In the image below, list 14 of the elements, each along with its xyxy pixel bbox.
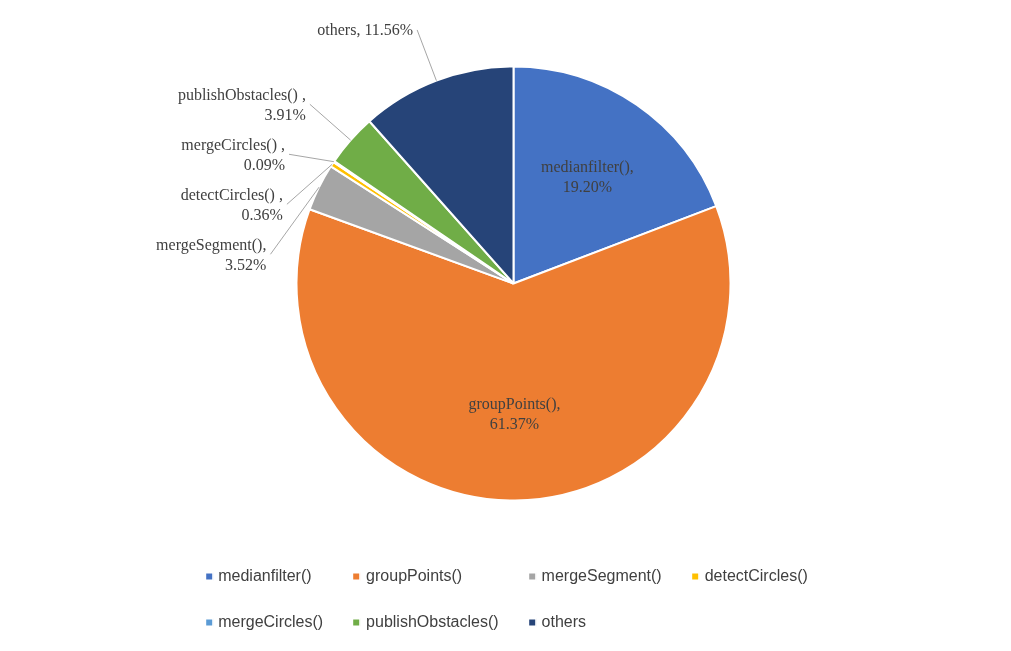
legend-label: groupPoints(): [366, 567, 463, 585]
data-label: mergeCircles() , 0.09%: [181, 135, 286, 173]
data-label: publishObstacles() , 3.91%: [177, 85, 306, 123]
legend-label: detectCircles(): [704, 567, 808, 585]
data-label: others, 11.56%: [317, 21, 414, 39]
legend-label: medianfilter(): [218, 567, 312, 585]
data-label: groupPoints(), 61.37%: [468, 395, 561, 433]
legend-label: mergeSegment(): [541, 567, 662, 585]
data-label: medianfilter(), 19.20%: [540, 157, 634, 195]
legend-label: publishObstacles(): [366, 613, 499, 631]
legend-label: mergeCircles(): [218, 613, 324, 631]
legend-label: others: [541, 613, 587, 631]
data-label: mergeSegment(), 3.52%: [156, 235, 267, 273]
data-label: detectCircles() , 0.36%: [180, 185, 283, 223]
